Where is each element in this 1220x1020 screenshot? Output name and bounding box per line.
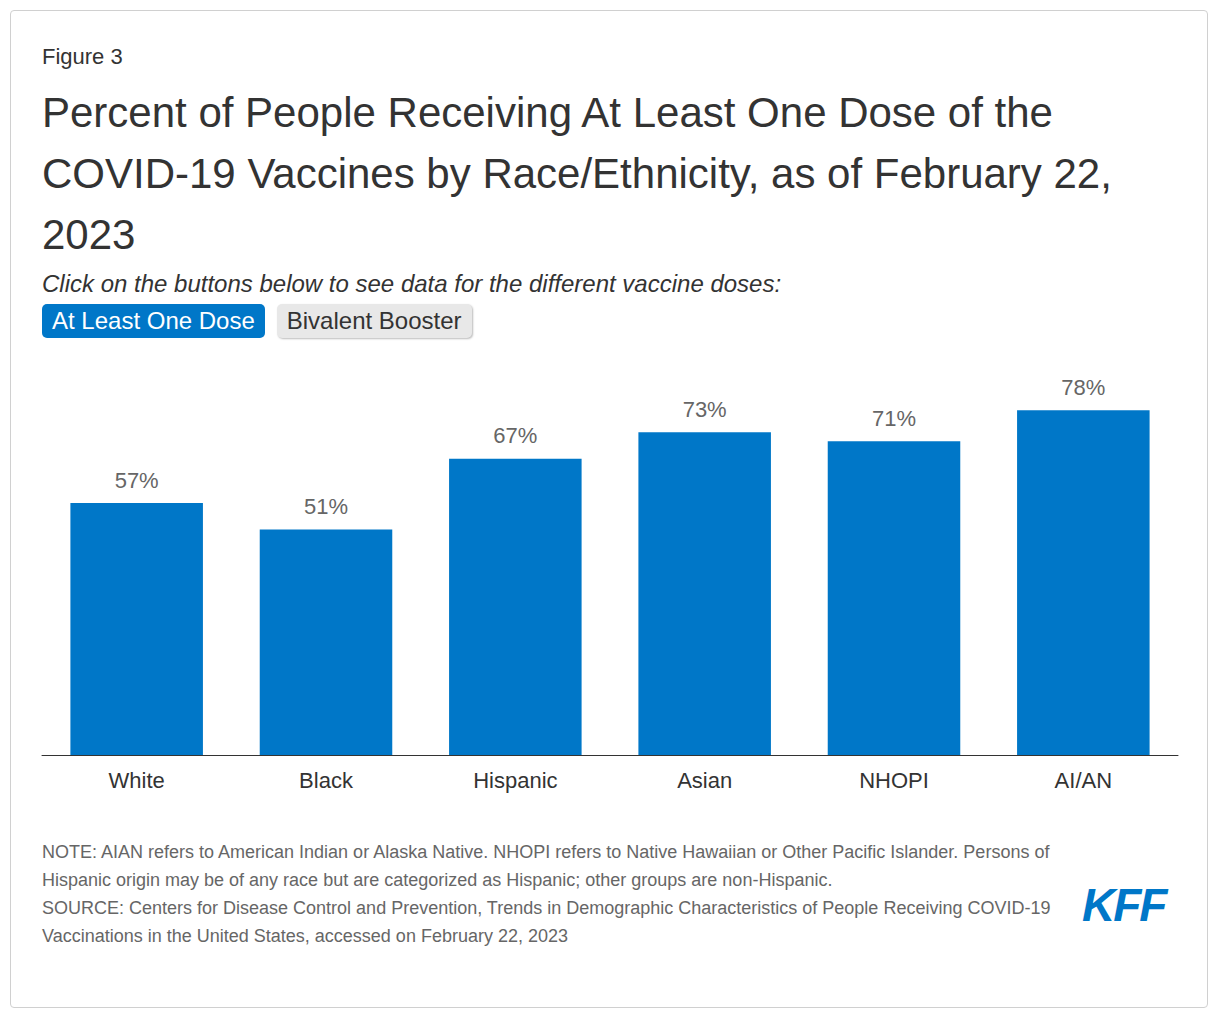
svg-text:Asian: Asian [677,768,732,793]
html-text:SOURCE: Centers for Disease Co: SOURCE: Centers for Disease Control and … [42,898,1051,946]
html-text:Bivalent Booster: Bivalent Booster [286,307,462,334]
svg-text:White: White [109,768,165,793]
svg-text:51%: 51% [304,494,348,519]
html-text:KFF: KFF [1082,879,1166,931]
html-text:At Least One Dose: At Least One Dose [52,307,255,334]
svg-text:67%: 67% [493,423,537,448]
html-text:Click on the buttons below to: Click on the buttons below to see data f… [42,270,782,297]
svg-text:57%: 57% [115,468,159,493]
html-text:NOTE: AIAN refers to American: NOTE: AIAN refers to American Indian or … [42,842,1050,890]
html-text:Figure 3: Figure 3 [42,44,123,69]
svg-text:AI/AN: AI/AN [1055,768,1112,793]
svg-text:Black: Black [299,768,354,793]
svg-text:NHOPI: NHOPI [859,768,929,793]
svg-text:73%: 73% [683,397,727,422]
svg-text:78%: 78% [1061,375,1105,400]
html-text:Percent of People Receiving At: Percent of People Receiving At Least One… [42,89,1112,258]
svg-text:71%: 71% [872,406,916,431]
svg-text:Hispanic: Hispanic [473,768,557,793]
